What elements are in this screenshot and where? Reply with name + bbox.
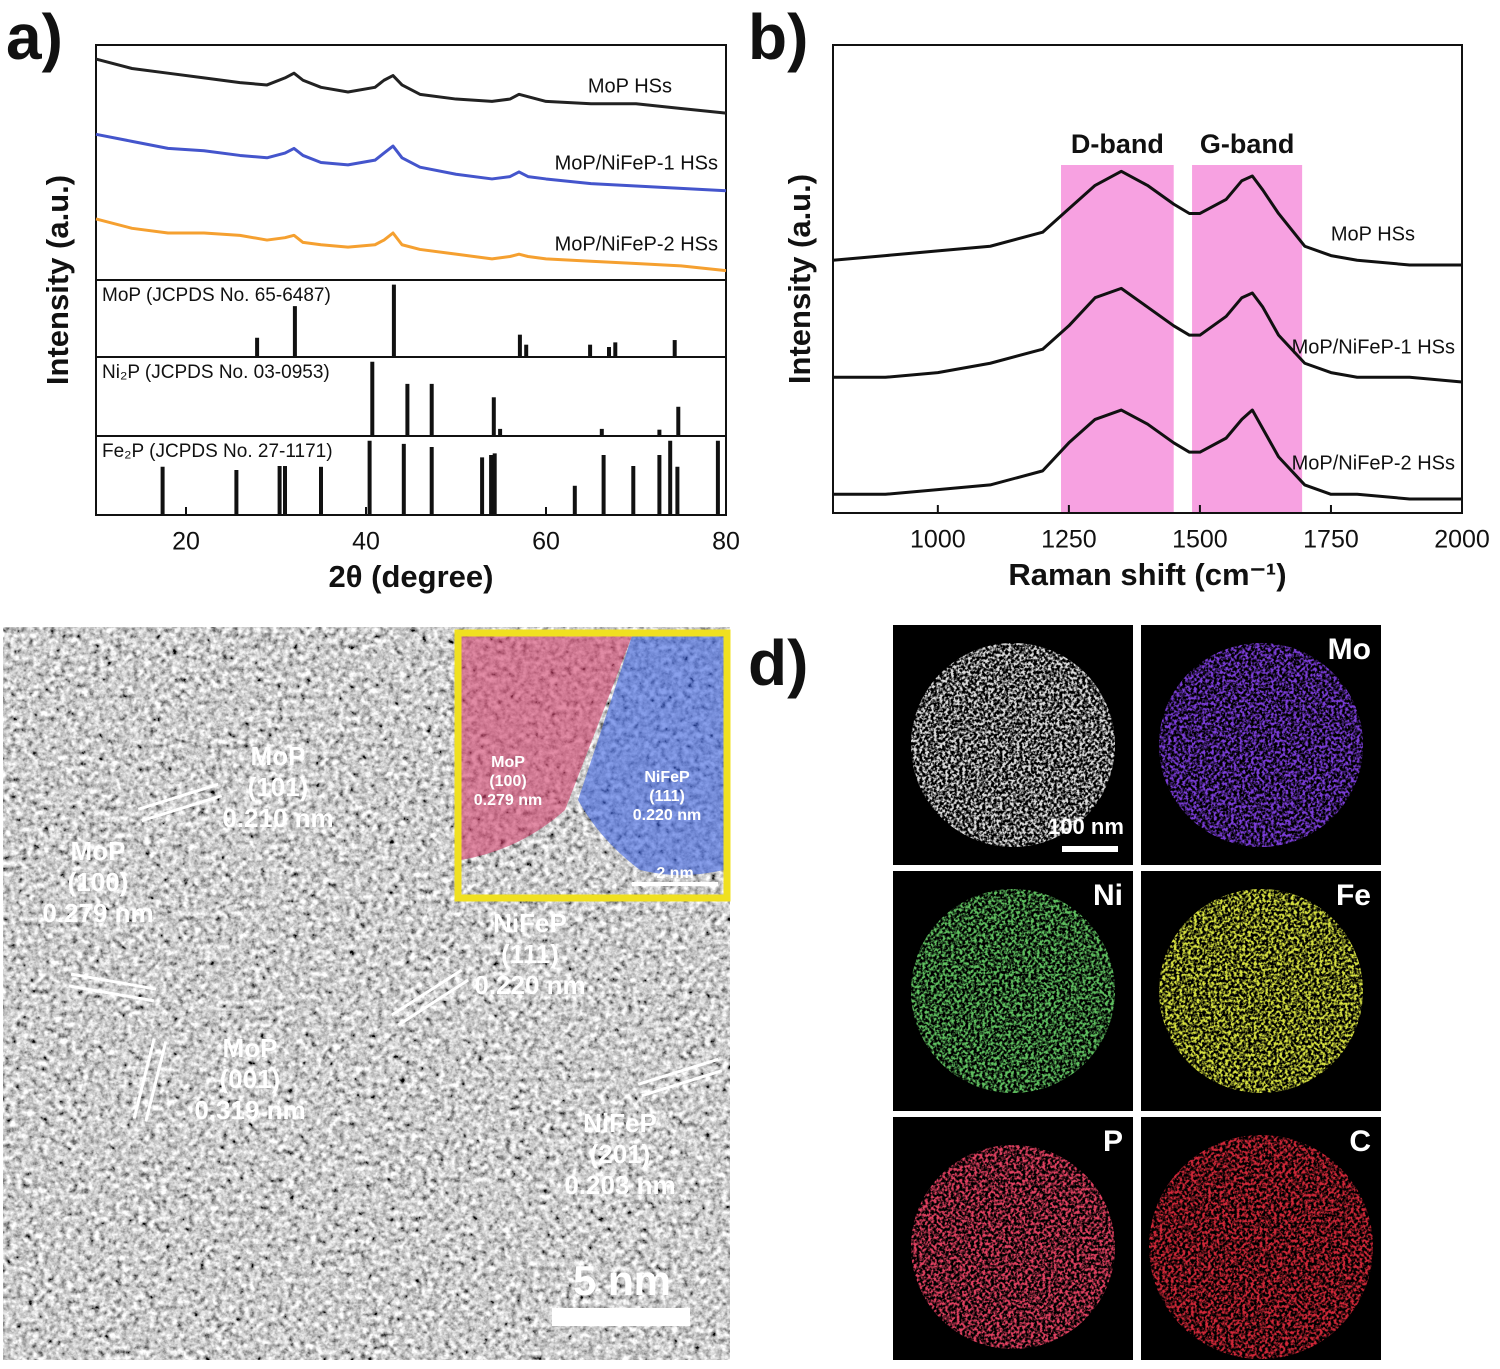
- eds-scale-bar: [1062, 846, 1118, 852]
- band: [1192, 165, 1303, 513]
- element-label: Fe: [1336, 879, 1371, 912]
- inset-region: [578, 636, 724, 875]
- lattice-label: 0.210 nm: [222, 803, 333, 833]
- lattice-label: 0.220 nm: [474, 970, 585, 1000]
- y-axis-title: Intensity (a.u.): [40, 175, 75, 385]
- eds-particle: [911, 643, 1115, 847]
- x-tick-label: 1500: [1172, 526, 1228, 554]
- panel-label: d): [748, 627, 808, 699]
- lattice-label: MoP: [223, 1033, 278, 1063]
- lattice-label: (001): [220, 1064, 281, 1094]
- lattice-marker: [144, 1041, 168, 1122]
- lattice-marker: [641, 1069, 723, 1098]
- x-tick-label: 20: [172, 528, 200, 556]
- lattice-label: NiFeP: [583, 1108, 657, 1138]
- y-axis-title: Intensity (a.u.): [782, 174, 817, 384]
- element-label: C: [1349, 1125, 1371, 1158]
- reference-label: Ni₂P (JCPDS No. 03-0953): [102, 362, 330, 383]
- series-label: MoP/NiFeP-2 HSs: [1292, 452, 1455, 474]
- x-tick-label: 60: [532, 528, 560, 556]
- spectrum-line: [832, 169, 1462, 267]
- panel-label: b): [748, 1, 808, 73]
- band-label: G-band: [1200, 129, 1295, 159]
- lattice-label: 0.319 nm: [194, 1095, 305, 1125]
- band-label: D-band: [1071, 129, 1164, 159]
- lattice-marker: [141, 794, 223, 823]
- series-label: MoP/NiFeP-1 HSs: [1292, 336, 1455, 358]
- lattice-label: (100): [68, 867, 129, 897]
- inset-lattice-label: MoP: [491, 754, 525, 771]
- reference-label: Fe₂P (JCPDS No. 27-1171): [102, 441, 333, 462]
- inset-lattice-label: 0.279 nm: [474, 792, 542, 809]
- plot-frame: [832, 44, 1463, 514]
- spectrum-line: [95, 132, 727, 193]
- element-label: P: [1103, 1125, 1123, 1158]
- eds-particle: [1159, 643, 1363, 847]
- inset-lattice-label: 0.220 nm: [633, 807, 701, 824]
- element-label: Mo: [1328, 633, 1371, 666]
- scale-bar-label: 5 nm: [573, 1257, 671, 1304]
- lattice-marker: [390, 968, 463, 1017]
- x-tick-label: 40: [352, 528, 380, 556]
- lattice-label: (111): [501, 939, 559, 969]
- element-label: Ni: [1093, 879, 1123, 912]
- x-axis-title: 2θ (degree): [329, 559, 494, 594]
- inset-lattice-label: (100): [489, 773, 526, 790]
- series-label: MoP HSs: [588, 75, 672, 97]
- lattice-label: MoP: [71, 836, 126, 866]
- inset-region: [461, 636, 632, 860]
- lattice-label: (101): [248, 772, 309, 802]
- spectrum-line: [95, 57, 727, 115]
- lattice-label: NiFeP: [493, 908, 567, 938]
- inset-frame: [454, 629, 731, 902]
- inset-lattice-label: (111): [649, 788, 685, 805]
- inset-lattice-label: NiFeP: [644, 769, 690, 786]
- eds-particle: [911, 889, 1115, 1093]
- lattice-label: 0.203 nm: [564, 1170, 675, 1200]
- x-axis-title: Raman shift (cm⁻¹): [1008, 557, 1286, 592]
- lattice-label: 0.279 nm: [42, 898, 153, 928]
- lattice-label: (201): [590, 1139, 651, 1169]
- inset-scale-label: 2 nm: [656, 865, 693, 882]
- series-label: MoP/NiFeP-1 HSs: [555, 152, 718, 174]
- inset-scale-bar: [632, 882, 718, 886]
- series-label: MoP/NiFeP-2 HSs: [555, 233, 718, 255]
- x-tick-label: 1000: [910, 526, 966, 554]
- lattice-marker: [137, 782, 219, 811]
- lattice-marker: [637, 1057, 719, 1086]
- scale-bar: [552, 1308, 690, 1326]
- spectrum-line: [95, 217, 727, 273]
- eds-particle: [1149, 1135, 1373, 1359]
- x-tick-label: 80: [712, 528, 740, 556]
- x-tick-label: 1750: [1303, 526, 1359, 554]
- x-tick-label: 2000: [1434, 526, 1490, 554]
- lattice-marker: [132, 1038, 156, 1119]
- eds-particle: [911, 1145, 1115, 1349]
- lattice-marker: [70, 972, 157, 991]
- spectrum-line: [833, 408, 1462, 501]
- eds-scale-label: 100 nm: [1048, 814, 1124, 839]
- lattice-marker: [68, 984, 155, 1003]
- spectrum-line: [833, 286, 1463, 384]
- reference-label: MoP (JCPDS No. 65-6487): [102, 285, 331, 306]
- eds-particle: [1159, 889, 1363, 1093]
- band: [1061, 165, 1174, 513]
- lattice-marker: [397, 978, 470, 1027]
- lattice-label: MoP: [251, 741, 306, 771]
- x-tick-label: 1250: [1041, 526, 1097, 554]
- series-label: MoP HSs: [1331, 223, 1415, 245]
- panel-label: a): [6, 1, 63, 73]
